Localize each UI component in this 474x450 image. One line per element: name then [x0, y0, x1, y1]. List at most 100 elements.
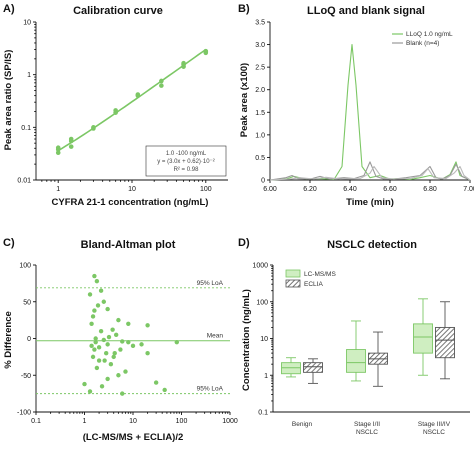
b-ytick-label: 1.0 [255, 132, 265, 139]
c-point [162, 387, 167, 393]
a-xlabel: CYFRA 21-1 concentration (ng/mL) [52, 197, 209, 208]
c-point [145, 323, 150, 328]
c-loa-lower-label: 95% LoA [197, 386, 224, 393]
c-ytick-label: -100 [17, 410, 31, 417]
a-point [135, 92, 141, 97]
a-ytick-label: 0.01 [17, 178, 31, 185]
c-point [116, 317, 121, 323]
b-xtick-label: 6.40 [343, 186, 357, 193]
c-point [87, 292, 93, 297]
c-ylabel: % Difference [3, 311, 14, 369]
c-xtick-label: 0.1 [31, 418, 41, 425]
c-point [118, 347, 123, 352]
d-ytick-label: 10 [260, 336, 268, 343]
d-legend-label: ECLIA [304, 281, 323, 288]
a-point [55, 145, 61, 151]
c-point [87, 389, 93, 394]
c-point [105, 376, 110, 382]
c-point [96, 358, 102, 363]
c-point [93, 336, 98, 341]
a-xtick-label: 1 [56, 186, 60, 193]
c-point [94, 365, 100, 371]
c-point [101, 337, 107, 343]
d-legend-swatch [285, 269, 301, 278]
a-annotation-line: 1.0 -100 ng/mL [166, 151, 207, 157]
d-box [346, 349, 366, 373]
a-point [91, 125, 96, 130]
b-legend-label: LLoQ 1.0 ng/mL [406, 31, 453, 38]
c-xtick-label: 1000 [222, 418, 238, 425]
c-point [145, 351, 150, 356]
c-point [99, 384, 105, 389]
a-xtick-label: 100 [200, 186, 212, 193]
d-legend-label: LC-MS/MS [304, 271, 336, 278]
c-point [90, 314, 96, 319]
c-point [130, 343, 136, 349]
c-ytick-label: 50 [23, 299, 31, 306]
d-ytick-label: 100 [256, 299, 268, 306]
panel-a-title: Calibration curve [73, 5, 163, 17]
b-ytick-label: 0 [261, 178, 265, 185]
b-ytick-label: 2.0 [255, 87, 265, 94]
c-xtick-label: 10 [129, 418, 137, 425]
a-ylabel: Peak area ratio (SP/IS) [3, 50, 14, 151]
c-ytick-label: 100 [19, 263, 31, 270]
c-point [126, 339, 131, 345]
c-point [95, 303, 101, 308]
d-box [303, 362, 323, 373]
c-point [98, 288, 104, 293]
a-ytick-label: 1 [27, 72, 31, 79]
c-point [96, 345, 102, 350]
d-category-label: NSCLC [423, 429, 445, 436]
b-xtick-label: 6.00 [263, 186, 277, 193]
b-series-line [269, 161, 471, 181]
a-ytick-label: 10 [23, 20, 31, 27]
panel-d-title: NSCLC detection [327, 239, 417, 251]
c-xlabel: (LC-MS/MS + ECLIA)/2 [83, 432, 184, 443]
panel-b-plot: 0 0.5 1.0 1.5 2.0 2.5 3.0 3.5 6.00 6.20 6.40 6.60 6.… [239, 20, 474, 209]
panel-c-title: Bland-Altman plot [81, 239, 176, 251]
d-legend-swatch [285, 279, 301, 288]
panel-d-label: D) [238, 237, 250, 249]
c-ytick-label: 0 [27, 336, 31, 343]
b-xtick-label: 6.20 [303, 186, 317, 193]
c-point [93, 339, 98, 345]
d-ytick-label: 1 [264, 373, 268, 380]
c-mean-label: Mean [207, 333, 224, 340]
d-ytick-label: 1000 [252, 263, 268, 270]
a-ytick-label: 0.1 [21, 125, 31, 132]
panel-c-label: C) [3, 237, 15, 249]
c-point [89, 321, 94, 326]
c-point [113, 332, 119, 338]
c-xtick-label: 100 [176, 418, 188, 425]
b-ytick-label: 1.5 [255, 110, 265, 117]
a-point [68, 144, 74, 149]
c-point [101, 299, 107, 304]
c-point [90, 354, 96, 360]
b-xlabel: Time (min) [346, 197, 394, 208]
panel-b: B) LLoQ and blank signal 0 0.5 1.0 1.5 2.0 2.… [238, 3, 474, 208]
a-fit-line [57, 48, 207, 152]
d-ylabel: Concentration (ng/mL) [241, 289, 252, 391]
c-point [106, 334, 112, 340]
b-legend-label: Blank (n=4) [406, 40, 439, 47]
b-series-line [269, 44, 471, 181]
b-xtick-label: 6.80 [423, 186, 437, 193]
c-point [112, 351, 117, 356]
b-ytick-label: 3.5 [255, 20, 265, 27]
c-point [98, 328, 104, 334]
c-point [120, 339, 125, 344]
c-point [92, 347, 97, 352]
b-ylabel: Peak area (x100) [239, 63, 250, 137]
panel-a: A) Calibration curve 0.01 0.1 1 10 1 10 100 1.0… [3, 3, 228, 208]
panel-a-label: A) [3, 3, 15, 15]
d-box [435, 326, 455, 359]
b-ytick-label: 3.0 [255, 42, 265, 49]
a-point [113, 108, 118, 113]
c-point [92, 273, 97, 279]
c-point [94, 278, 100, 284]
c-point [111, 354, 116, 360]
a-annotation-line: R² = 0.98 [174, 167, 200, 173]
c-point [103, 351, 109, 356]
